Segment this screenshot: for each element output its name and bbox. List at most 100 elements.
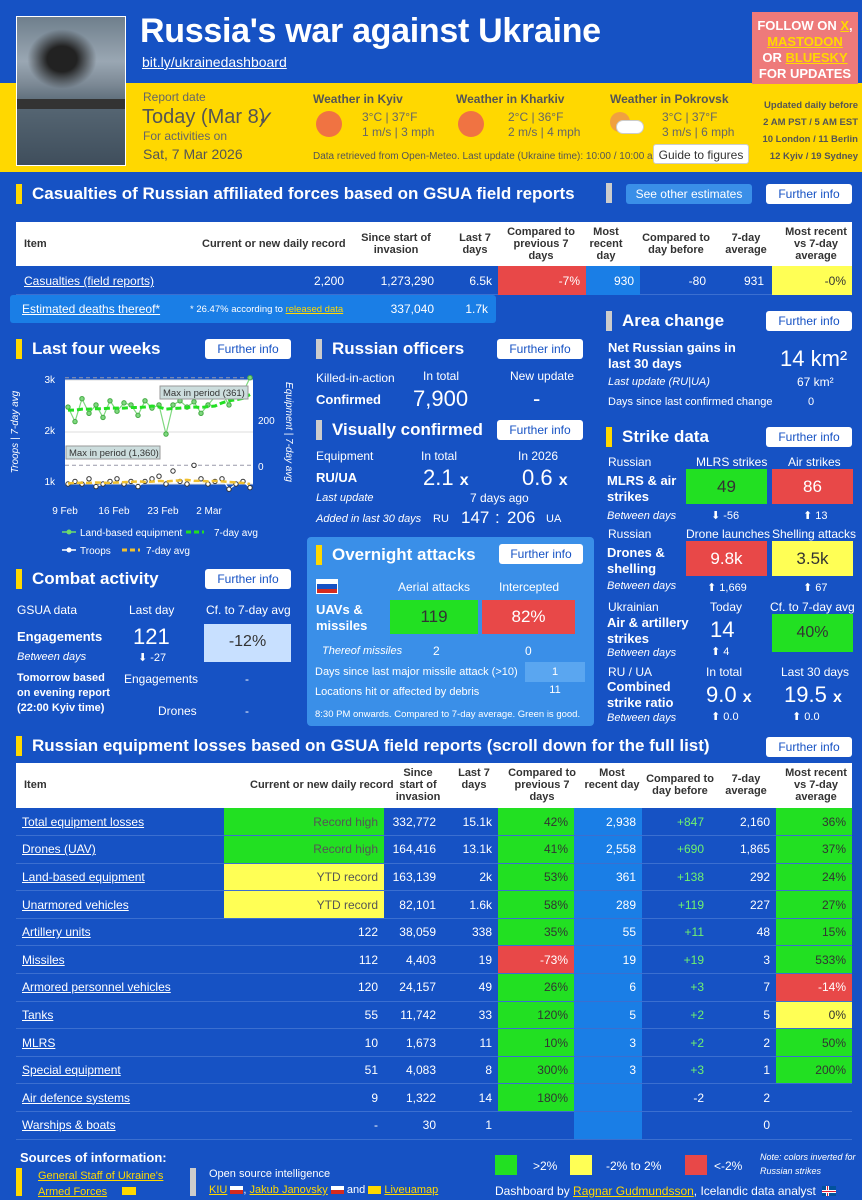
cf-label: Cf. to 7-day avg	[206, 603, 291, 617]
equipment-point	[114, 408, 120, 414]
general-staff-link[interactable]: General Staff of Ukraine's Armed Forces	[38, 1170, 164, 1198]
cell: 337,040	[390, 302, 434, 316]
area-info-button[interactable]: Further info	[766, 311, 852, 331]
guide-button[interactable]: Guide to figures	[653, 144, 749, 164]
col-cmp7: Compared to previous 7 days	[508, 767, 576, 803]
table-row: Land-based equipment YTD record 163,139 2k 5…	[16, 863, 852, 892]
equipment-item-link[interactable]: Missiles	[16, 945, 224, 975]
equipment-item-link[interactable]: MLRS	[16, 1028, 224, 1057]
kiu-link[interactable]: KIU	[209, 1184, 228, 1196]
in-total-label: In total	[706, 665, 743, 679]
equipment-section-title: Russian equipment losses based on GSUA f…	[16, 736, 710, 756]
kia-label: Killed-in-action	[316, 371, 395, 385]
col-vsavg: Most recent vs 7-day average	[785, 767, 847, 803]
area-title-text: Area change	[622, 311, 725, 330]
col-cmpday: Compared to day before	[646, 773, 714, 797]
casualties-link[interactable]: Casualties (field reports)	[24, 274, 155, 288]
officers-info-button[interactable]: Further info	[497, 339, 583, 359]
visual-section-title: Visually confirmed	[316, 420, 483, 440]
liveuamap-link[interactable]: Liveuamap	[384, 1184, 439, 1196]
weeks-title-text: Last four weeks	[32, 339, 161, 358]
cell	[574, 1083, 642, 1113]
equipment-item-link[interactable]: Land-based equipment	[16, 863, 224, 892]
equipment-item-link[interactable]: Armored personnel vehicles	[16, 973, 224, 1002]
y-left-label: Troops | 7-day avg	[10, 390, 21, 473]
troops-point	[163, 481, 169, 487]
equipment-point	[107, 398, 113, 404]
troops-point	[170, 468, 176, 474]
equipment-item-link[interactable]: Tanks	[16, 1001, 224, 1030]
activities-label: For activities on	[143, 129, 228, 143]
legend-red-swatch	[685, 1155, 707, 1175]
mastodon-link[interactable]: MASTODON	[767, 34, 843, 49]
cell: 120	[224, 973, 384, 1002]
equipment-item-link[interactable]: Artillery units	[16, 918, 224, 947]
col-daily: Current or new daily record	[202, 238, 346, 250]
between-label: Between days	[607, 510, 677, 522]
cell: -2	[642, 1083, 710, 1113]
weather-kyiv-title: Weather in Kyiv	[313, 92, 403, 106]
released-data-link[interactable]: released data	[285, 304, 344, 315]
author-link[interactable]: Ragnar Gudmundsson	[573, 1184, 694, 1198]
drones-value: 9.8k	[686, 541, 767, 576]
sources-title: Sources of information:	[20, 1150, 167, 1165]
cell: Record high	[224, 835, 384, 864]
overnight-info-button[interactable]: Further info	[499, 544, 583, 564]
cell: -14%	[776, 973, 852, 1002]
bluesky-link[interactable]: BLUESKY	[785, 50, 848, 65]
net-gains-label: Net Russian gains in last 30 days	[608, 340, 736, 371]
weeks-chart: Troops | 7-day avg Equipment | 7-day avg…	[10, 375, 294, 557]
cell: 4,083	[384, 1056, 442, 1085]
table-row: Missiles 112 4,403 19 -73% 19 +19 3 533%	[16, 945, 852, 975]
equipment-item-link[interactable]: Drones (UAV)	[16, 835, 224, 864]
or-text: OR	[762, 50, 786, 65]
max-eq-label: Max in period (361)	[163, 388, 245, 399]
engagements-label: Engagements	[17, 629, 103, 644]
table-row: MLRS 10 1,673 11 10% 3 +2 2 50%	[16, 1028, 852, 1057]
janovsky-link[interactable]: Jakub Janovsky	[249, 1184, 328, 1196]
weeks-info-button[interactable]: Further info	[205, 339, 291, 359]
cell: 33	[442, 1001, 498, 1030]
x-link[interactable]: X	[840, 18, 850, 33]
iceland-flag-icon	[822, 1186, 836, 1196]
update-line: 10 London / 11 Berlin	[762, 134, 858, 145]
weather-kyiv-temp: 3°C | 37°F	[362, 110, 418, 124]
table-row: Unarmored vehicles YTD record 82,101 1.6k 58…	[16, 890, 852, 919]
equipment-item-link[interactable]: Air defence systems	[16, 1083, 224, 1113]
equipment-point	[100, 414, 106, 421]
cell: 53%	[498, 863, 574, 892]
header	[0, 0, 862, 172]
cell: -73%	[498, 945, 574, 975]
last30-label: Last 30 days	[781, 665, 850, 679]
other-estimates-button[interactable]: See other estimates	[626, 184, 752, 204]
russian-label: Russian	[608, 527, 652, 541]
cell: 332,772	[384, 808, 442, 837]
equipment-item-link[interactable]: Warships & boats	[16, 1111, 224, 1140]
equipment-item-link[interactable]: Total equipment losses	[16, 808, 224, 837]
last-day-label: Last day	[129, 603, 175, 617]
confirmed-label: Confirmed	[316, 392, 381, 407]
casualties-row: Casualties (field reports) 2,200 1,273,2…	[16, 266, 852, 295]
equipment-point	[72, 418, 78, 425]
dashboard-link[interactable]: bit.ly/ukrainedashboard	[142, 54, 287, 70]
equipment-item-link[interactable]: Unarmored vehicles	[16, 890, 224, 919]
x-mark: x	[459, 472, 469, 489]
equipment-point	[93, 402, 99, 408]
uav-value: 119	[390, 600, 478, 634]
area-days-label: Days since last confirmed change	[608, 396, 773, 408]
area-days-value: 0	[808, 396, 815, 408]
ukraine-flag-icon	[368, 1186, 382, 1195]
visual-info-button[interactable]: Further info	[497, 420, 583, 440]
cell: 41%	[498, 835, 574, 864]
combat-info-button[interactable]: Further info	[205, 569, 291, 589]
cell: 361	[574, 863, 642, 892]
equipment-item-link[interactable]: Special equipment	[16, 1056, 224, 1085]
equipment-info-button[interactable]: Further info	[766, 737, 852, 757]
strike-info-button[interactable]: Further info	[766, 427, 852, 447]
casualties-info-button[interactable]: Further info	[766, 184, 852, 204]
gsua-label: GSUA data	[17, 603, 78, 617]
cell: 6.5k	[469, 274, 492, 288]
deaths-link[interactable]: Estimated deaths thereof*	[22, 302, 161, 316]
legend-green-swatch	[495, 1155, 517, 1175]
table-row: Warships & boats -30 1 0	[16, 1111, 852, 1140]
